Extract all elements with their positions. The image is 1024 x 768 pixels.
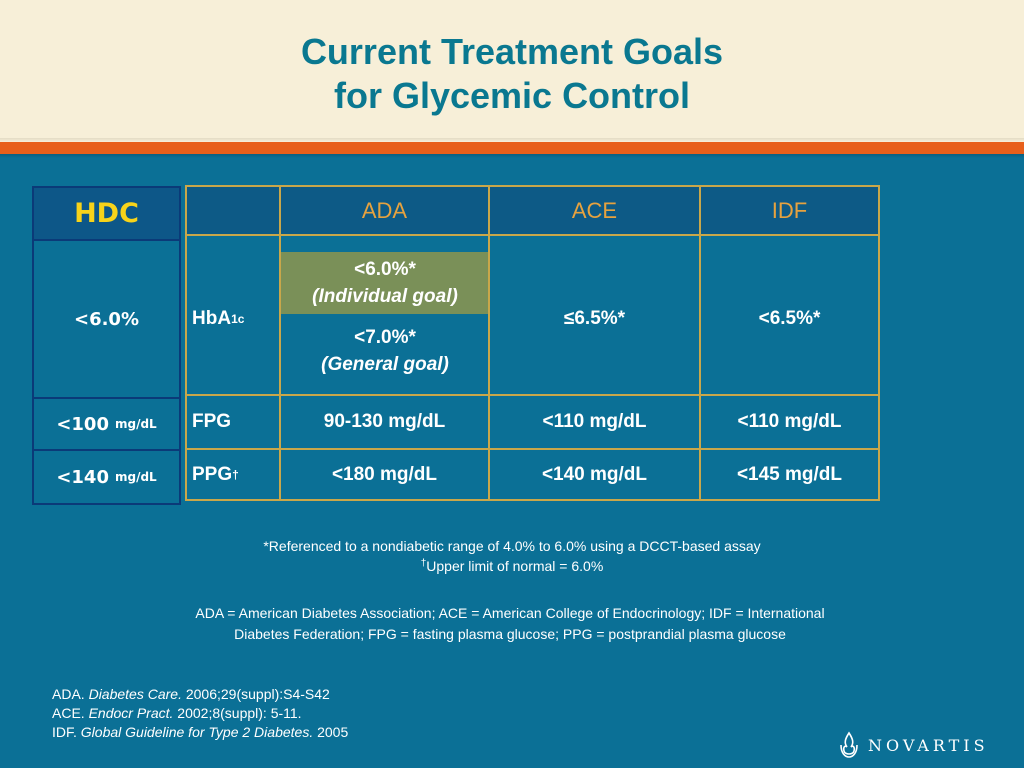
abbreviation-definitions: ADA = American Diabetes Association; ACE… — [110, 603, 910, 645]
novartis-wordmark: NOVARTIS — [868, 735, 989, 755]
title-band-shadow — [0, 138, 1024, 142]
accent-bar-shadow — [0, 154, 1024, 158]
grid-bottom — [185, 499, 880, 501]
grid-col-2 — [488, 185, 490, 501]
reference-org: ADA. — [52, 686, 85, 702]
reference-org: ACE. — [52, 705, 85, 721]
slide-title: Current Treatment Goals for Glycemic Con… — [0, 30, 1024, 118]
ada-individual-goal: <6.0%* (Individual goal) — [281, 254, 489, 312]
definitions-line-2: Diabetes Federation; FPG = fasting plasm… — [234, 626, 786, 642]
footnote-dagger: †Upper limit of normal = 6.0% — [0, 558, 1024, 574]
grid-left — [185, 185, 187, 501]
row-label-ppg: PPG † — [187, 450, 279, 499]
grid-row-2 — [185, 394, 880, 396]
hdc-fpg-value: <100 — [56, 413, 109, 435]
idf-fpg-value: <110 mg/dL — [737, 411, 842, 432]
title-line-1: Current Treatment Goals — [300, 31, 724, 72]
ada-ppg-value: <180 mg/dL — [331, 463, 438, 485]
reference-detail: 2005 — [317, 724, 349, 740]
ppg-label: PPG — [192, 463, 233, 485]
hdc-header: HDC — [34, 188, 179, 241]
reference-detail: 2002;8(suppl): 5-11. — [177, 705, 302, 721]
title-line-2: for Glycemic Control — [333, 75, 691, 116]
reference-ada: ADA. Diabetes Care. 2006;29(suppl):S4-S4… — [52, 685, 348, 704]
reference-org: IDF. — [52, 724, 77, 740]
grid-right — [878, 185, 880, 501]
footnote-asterisk: *Referenced to a nondiabetic range of 4.… — [263, 538, 761, 554]
definitions-line-1: ADA = American Diabetes Association; ACE… — [195, 605, 825, 621]
hdc-ppg-cell: <140 mg/dL — [34, 451, 179, 503]
reference-source: Global Guideline for Type 2 Diabetes. — [80, 724, 314, 740]
ada-general-value: <7.0%* — [354, 327, 416, 348]
ada-general-note: (General goal) — [321, 354, 449, 375]
accent-bar — [0, 142, 1024, 154]
dagger-mark: † — [420, 558, 427, 569]
ppg-label-dagger: † — [232, 467, 239, 482]
idf-ppg-value: <145 mg/dL — [736, 463, 843, 485]
row-label-hba1c: HbA 1c — [187, 296, 279, 342]
hdc-fpg-unit: mg/dL — [114, 417, 157, 431]
grid-col-3 — [699, 185, 701, 501]
row-label-fpg: FPG — [192, 411, 232, 432]
title-band — [0, 0, 1024, 142]
reference-detail: 2006;29(suppl):S4-S42 — [185, 686, 330, 702]
column-header-ace: ACE — [571, 198, 618, 223]
individual-goal-highlight — [281, 252, 489, 314]
references: ADA. Diabetes Care. 2006;29(suppl):S4-S4… — [52, 685, 348, 742]
table-header-row — [186, 186, 879, 236]
reference-ace: ACE. Endocr Pract. 2002;8(suppl): 5-11. — [52, 704, 348, 723]
ace-ppg-value: <140 mg/dL — [541, 463, 648, 485]
grid-row-1 — [185, 234, 880, 236]
ada-fpg-value: 90-130 mg/dL — [323, 411, 446, 432]
novartis-flame-icon — [840, 731, 858, 758]
hdc-fpg-cell: <100 mg/dL — [34, 399, 179, 451]
idf-hba1c-value: <6.5%* — [758, 308, 821, 329]
ace-hba1c-value: ≤6.5%* — [563, 308, 626, 329]
ada-individual-value: <6.0%* — [354, 259, 416, 280]
hba1c-label-subscript: 1c — [231, 312, 245, 326]
hdc-ppg-unit: mg/dL — [114, 470, 157, 484]
dagger-text: Upper limit of normal = 6.0% — [426, 558, 604, 574]
grid-col-1 — [279, 185, 281, 501]
column-header-idf: IDF — [771, 198, 808, 223]
ada-general-goal: <7.0%* (General goal) — [281, 322, 489, 380]
ace-fpg-value: <110 mg/dL — [542, 411, 647, 432]
reference-source: Endocr Pract. — [88, 705, 174, 721]
ada-individual-note: (Individual goal) — [312, 286, 458, 307]
grid-row-3 — [185, 448, 880, 450]
grid-top — [185, 185, 880, 187]
column-header-ada: ADA — [361, 198, 408, 223]
novartis-logo: NOVARTIS — [838, 728, 989, 762]
hdc-column: HDC <6.0% <100 mg/dL <140 mg/dL — [32, 186, 181, 505]
reference-idf: IDF. Global Guideline for Type 2 Diabete… — [52, 723, 348, 742]
hba1c-label: HbA — [192, 308, 232, 329]
reference-source: Diabetes Care. — [88, 686, 182, 702]
hdc-hba1c-value: <6.0% — [34, 241, 179, 399]
hdc-ppg-value: <140 — [56, 466, 109, 488]
